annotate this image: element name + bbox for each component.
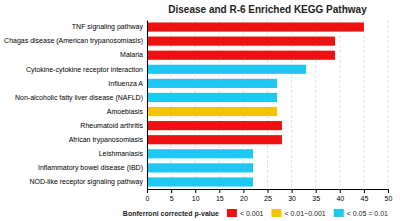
legend-title: Bonferroni corrected p-value bbox=[123, 210, 219, 218]
y-tick-label: Cytokine-cytokine receptor interaction bbox=[26, 66, 143, 74]
x-tick-label: 20 bbox=[240, 195, 248, 202]
y-tick: African trypanosomiasis bbox=[69, 136, 144, 144]
y-tick: Cytokine-cytokine receptor interaction bbox=[26, 66, 143, 74]
x-tick-mark bbox=[268, 189, 269, 193]
y-axis-line bbox=[147, 21, 148, 190]
x-tick: 45 bbox=[361, 189, 369, 202]
legend-swatch bbox=[271, 209, 281, 217]
x-tick-label: 0 bbox=[146, 195, 150, 202]
x-tick-label: 50 bbox=[385, 195, 393, 202]
y-tick: Chagas disease (American trypanosomiasis… bbox=[4, 37, 143, 45]
y-tick: TNF signaling pathway bbox=[72, 23, 144, 31]
x-tick-label: 30 bbox=[288, 195, 296, 202]
y-tick: Influenza A bbox=[108, 80, 143, 87]
grid-line bbox=[388, 20, 389, 189]
bar bbox=[147, 37, 335, 46]
y-tick-label: Malaria bbox=[120, 51, 143, 58]
y-tick-label: Influenza A bbox=[108, 80, 143, 87]
x-tick: 5 bbox=[170, 189, 174, 202]
y-tick-label: Rheumatoid arthritis bbox=[80, 122, 143, 129]
x-tick-mark bbox=[340, 189, 341, 193]
x-tick-label: 40 bbox=[336, 195, 344, 202]
y-tick: Leishmaniasis bbox=[99, 150, 144, 157]
x-tick-mark bbox=[292, 189, 293, 193]
x-tick-mark bbox=[219, 189, 220, 193]
x-axis: 0 5 10 15 20 25 30 35 40 45 50 bbox=[146, 189, 393, 202]
x-tick-mark bbox=[388, 189, 389, 193]
legend-swatch bbox=[227, 209, 237, 217]
bar bbox=[147, 107, 277, 116]
title: Disease and R-6 Enriched KEGG Pathway bbox=[168, 4, 367, 15]
y-tick: Inflammatory bowel disease (IBD) bbox=[38, 164, 143, 172]
bars bbox=[147, 22, 364, 186]
y-tick: Rheumatoid arthritis bbox=[80, 122, 143, 129]
bar bbox=[147, 22, 364, 31]
x-tick: 0 bbox=[146, 189, 150, 202]
bar bbox=[147, 93, 277, 102]
x-tick-label: 5 bbox=[170, 195, 174, 202]
bar bbox=[147, 177, 253, 186]
x-tick-mark bbox=[243, 189, 244, 193]
legend-label: < 0.01~0.001 bbox=[284, 210, 325, 217]
y-tick-label: TNF signaling pathway bbox=[72, 23, 144, 31]
bar bbox=[147, 65, 306, 74]
grid-line bbox=[339, 20, 340, 189]
x-tick-label: 10 bbox=[192, 195, 200, 202]
legend-label: < 0.05 = 0.01 bbox=[347, 210, 388, 217]
x-tick: 30 bbox=[288, 189, 296, 202]
grid bbox=[147, 20, 388, 189]
y-axis: NOD-like receptor signaling pathway Infla… bbox=[4, 21, 147, 190]
legend-swatch bbox=[334, 209, 344, 217]
x-tick: 50 bbox=[385, 189, 393, 202]
bar bbox=[147, 135, 282, 144]
x-tick-mark bbox=[316, 189, 317, 193]
y-tick-label: Non-alcoholic fatty liver disease (NAFLD… bbox=[15, 94, 143, 102]
x-tick-mark bbox=[147, 189, 148, 193]
x-tick-mark bbox=[195, 189, 196, 193]
x-tick-mark bbox=[364, 189, 365, 193]
x-tick-label: 45 bbox=[361, 195, 369, 202]
y-tick-label: African trypanosomiasis bbox=[69, 136, 144, 144]
y-tick: Amoebiasis bbox=[107, 108, 144, 115]
bar bbox=[147, 163, 253, 172]
y-tick-label: Inflammatory bowel disease (IBD) bbox=[38, 164, 143, 172]
y-tick-label: Amoebiasis bbox=[107, 108, 144, 115]
x-tick: 40 bbox=[336, 189, 344, 202]
x-tick-label: 25 bbox=[264, 195, 272, 202]
y-tick-label: Leishmaniasis bbox=[99, 150, 144, 157]
plot-area: 0 5 10 15 20 25 30 35 40 45 50 NOD-like receptor si… bbox=[4, 20, 392, 202]
grid-line bbox=[363, 20, 364, 189]
x-tick: 15 bbox=[216, 189, 224, 202]
y-tick: NOD-like receptor signaling pathway bbox=[29, 178, 143, 186]
x-tick-label: 35 bbox=[312, 195, 320, 202]
x-axis-line bbox=[148, 190, 389, 194]
x-tick: 25 bbox=[264, 189, 272, 202]
bar bbox=[147, 149, 253, 158]
x-tick: 35 bbox=[312, 189, 320, 202]
grid-line bbox=[147, 20, 148, 189]
legend-label: < 0.001 bbox=[240, 210, 264, 217]
bar bbox=[147, 79, 277, 88]
y-tick: Malaria bbox=[120, 51, 143, 58]
y-tick: Non-alcoholic fatty liver disease (NAFLD… bbox=[15, 94, 143, 102]
y-tick-label: Chagas disease (American trypanosomiasis… bbox=[4, 37, 143, 45]
x-tick: 10 bbox=[192, 189, 200, 202]
bar bbox=[147, 121, 282, 130]
legend: Bonferroni corrected p-value < 0.001 < 0.0… bbox=[123, 209, 388, 218]
x-tick-mark bbox=[171, 189, 172, 193]
x-tick-label: 15 bbox=[216, 195, 224, 202]
bar bbox=[147, 51, 335, 60]
x-tick: 20 bbox=[240, 189, 248, 202]
chart: 0 5 10 15 20 25 30 35 40 45 50 NOD-like receptor si… bbox=[0, 0, 400, 221]
y-tick-label: NOD-like receptor signaling pathway bbox=[29, 178, 143, 186]
